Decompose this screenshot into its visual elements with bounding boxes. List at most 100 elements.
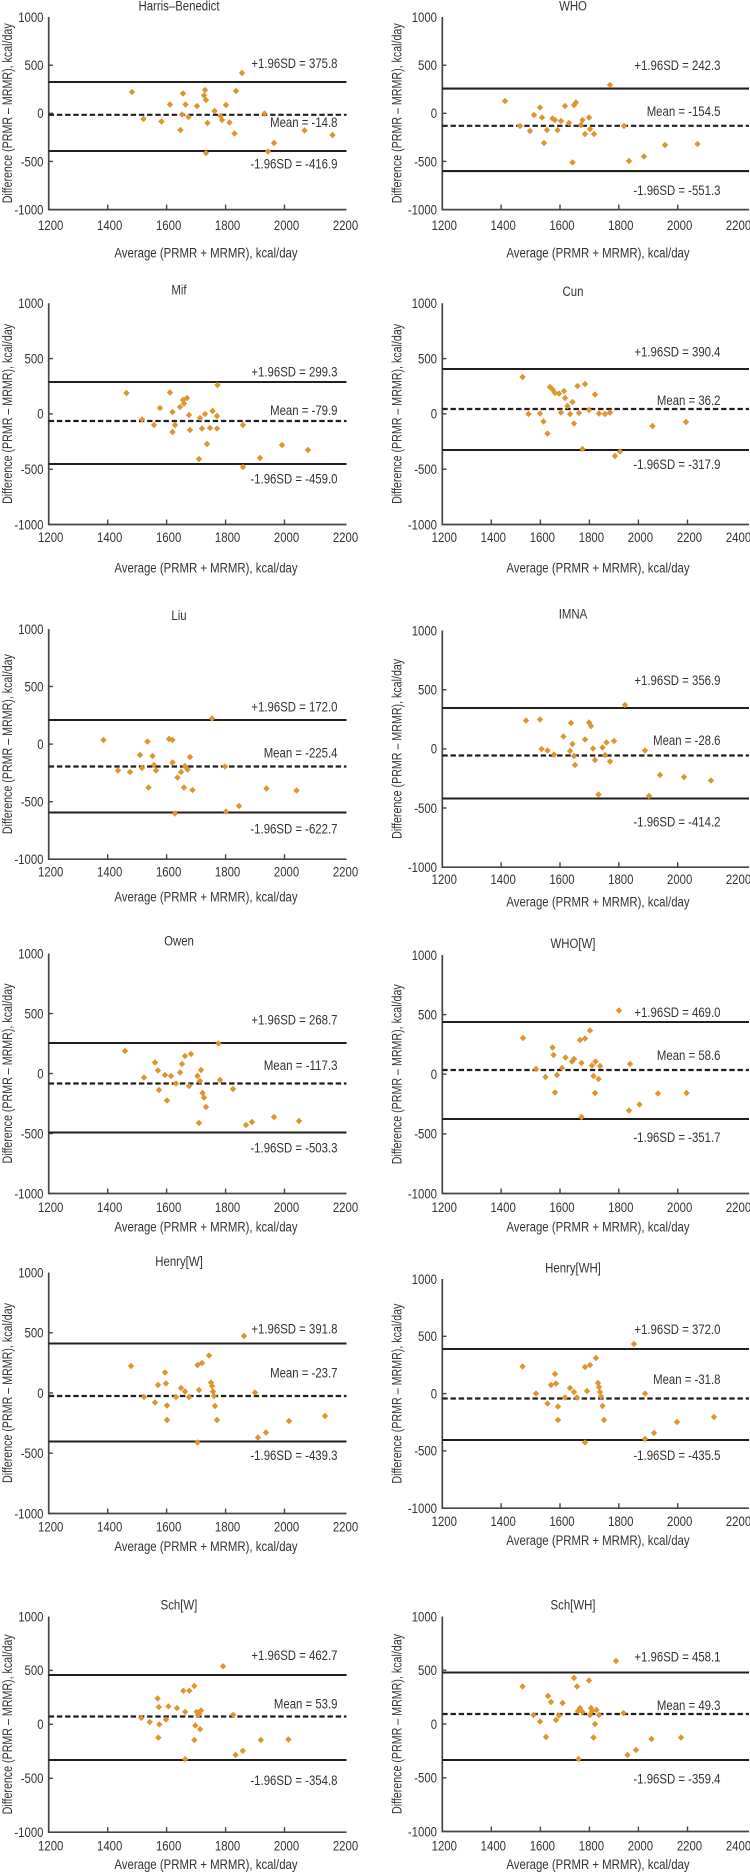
svg-text:Mean = 58.6: Mean = 58.6 [657,1048,721,1063]
svg-text:1800: 1800 [608,872,633,887]
svg-text:Mean = 36.2: Mean = 36.2 [657,393,721,408]
svg-text:1800: 1800 [579,530,604,545]
svg-text:Average (PRMR + MRMR), kcal/da: Average (PRMR + MRMR), kcal/day [506,561,689,576]
svg-text:+1.96SD = 462.7: +1.96SD = 462.7 [251,1648,337,1663]
svg-text:500: 500 [25,1663,44,1678]
svg-text:-1000: -1000 [14,517,43,532]
svg-text:-1000: -1000 [14,852,43,867]
svg-text:1000: 1000 [412,1609,437,1624]
svg-text:Average (PRMR + MRMR), kcal/da: Average (PRMR + MRMR), kcal/day [114,1857,297,1872]
svg-text:500: 500 [418,58,437,73]
svg-text:+1.96SD = 172.0: +1.96SD = 172.0 [251,699,337,714]
svg-text:1400: 1400 [97,864,122,879]
svg-text:500: 500 [25,58,44,73]
svg-text:2200: 2200 [726,1200,750,1215]
svg-text:2200: 2200 [333,1838,358,1853]
svg-text:2200: 2200 [333,864,358,879]
svg-text:1400: 1400 [490,218,515,233]
svg-text:Difference (PRMR – MRMR), kcal: Difference (PRMR – MRMR), kcal/day [390,984,405,1164]
svg-text:-500: -500 [414,1444,437,1459]
svg-text:2000: 2000 [274,1520,299,1535]
svg-text:1600: 1600 [156,530,181,545]
svg-text:1800: 1800 [579,1838,604,1853]
svg-text:Sch[W]: Sch[W] [161,1597,198,1612]
svg-text:Average (PRMR + MRMR), kcal/da: Average (PRMR + MRMR), kcal/day [114,245,297,260]
svg-text:+1.96SD = 268.7: +1.96SD = 268.7 [251,1012,337,1027]
svg-text:2000: 2000 [667,1514,692,1529]
svg-text:2000: 2000 [628,530,653,545]
svg-text:1800: 1800 [215,218,240,233]
svg-text:-1.96SD = -414.2: -1.96SD = -414.2 [633,814,720,829]
svg-text:Difference (PRMR – MRMR), kcal: Difference (PRMR – MRMR), kcal/day [390,1303,405,1483]
svg-text:2400: 2400 [726,530,750,545]
svg-text:+1.96SD = 375.8: +1.96SD = 375.8 [251,56,337,71]
svg-text:+1.96SD = 391.8: +1.96SD = 391.8 [251,1321,337,1336]
svg-text:1600: 1600 [156,1200,181,1215]
svg-text:1000: 1000 [18,10,43,25]
svg-text:-1000: -1000 [14,1825,43,1840]
svg-text:2000: 2000 [274,218,299,233]
svg-text:0: 0 [431,742,437,757]
svg-text:Mean = 53.9: Mean = 53.9 [274,1696,338,1711]
svg-text:Difference (PRMR – MRMR), kcal: Difference (PRMR – MRMR), kcal/day [0,983,15,1163]
svg-text:-500: -500 [21,1126,44,1141]
svg-text:1400: 1400 [490,1200,515,1215]
svg-text:Mean = 49.3: Mean = 49.3 [657,1698,721,1713]
svg-text:2200: 2200 [726,872,750,887]
svg-text:-1000: -1000 [408,1501,437,1516]
svg-text:0: 0 [37,1066,43,1081]
svg-text:Difference (PRMR – MRMR), kcal: Difference (PRMR – MRMR), kcal/day [0,654,15,834]
svg-text:2000: 2000 [667,218,692,233]
svg-text:1800: 1800 [608,1514,633,1529]
svg-text:1800: 1800 [215,1520,240,1535]
svg-text:-500: -500 [414,1127,437,1142]
svg-text:1400: 1400 [481,1838,506,1853]
svg-text:1000: 1000 [18,622,43,637]
svg-text:1600: 1600 [156,1520,181,1535]
svg-text:Harris–Benedict: Harris–Benedict [139,0,220,13]
svg-text:0: 0 [37,1386,43,1401]
svg-text:Cun: Cun [563,284,584,299]
svg-text:2000: 2000 [274,864,299,879]
svg-text:WHO: WHO [559,0,587,13]
svg-text:1000: 1000 [412,296,437,311]
svg-text:Difference (PRMR – MRMR), kcal: Difference (PRMR – MRMR), kcal/day [0,1634,15,1814]
svg-text:1000: 1000 [18,1609,43,1624]
svg-text:500: 500 [25,351,44,366]
svg-text:2000: 2000 [667,872,692,887]
svg-text:500: 500 [25,1006,44,1021]
svg-text:1600: 1600 [156,218,181,233]
svg-text:-1000: -1000 [408,860,437,875]
svg-text:2000: 2000 [667,1200,692,1215]
svg-text:0: 0 [431,1717,437,1732]
svg-text:Difference (PRMR – MRMR), kcal: Difference (PRMR – MRMR), kcal/day [0,23,15,203]
svg-text:Mean = -28.6: Mean = -28.6 [653,733,720,748]
svg-text:Henry[WH]: Henry[WH] [545,1261,601,1276]
svg-text:1600: 1600 [156,864,181,879]
svg-text:-1.96SD = -416.9: -1.96SD = -416.9 [250,156,337,171]
svg-text:500: 500 [418,1663,437,1678]
svg-text:-500: -500 [21,462,44,477]
svg-text:-1.96SD = -551.3: -1.96SD = -551.3 [633,183,720,198]
svg-text:Mif: Mif [171,283,186,298]
svg-text:-1000: -1000 [14,1186,43,1201]
svg-text:1600: 1600 [530,1838,555,1853]
svg-text:-1000: -1000 [408,1186,437,1201]
svg-text:+1.96SD = 469.0: +1.96SD = 469.0 [634,1005,720,1020]
svg-text:1400: 1400 [490,872,515,887]
svg-text:1000: 1000 [18,1265,43,1280]
svg-text:Difference (PRMR – MRMR), kcal: Difference (PRMR – MRMR), kcal/day [390,659,405,839]
svg-text:Average (PRMR + MRMR), kcal/da: Average (PRMR + MRMR), kcal/day [114,1539,297,1554]
svg-text:1400: 1400 [481,530,506,545]
svg-text:WHO[W]: WHO[W] [551,936,596,951]
svg-text:Owen: Owen [164,933,194,948]
svg-text:Mean = -79.9: Mean = -79.9 [270,403,337,418]
svg-text:Average (PRMR + MRMR), kcal/da: Average (PRMR + MRMR), kcal/day [114,1220,297,1235]
svg-text:-1000: -1000 [408,202,437,217]
svg-text:-1.96SD = -351.7: -1.96SD = -351.7 [633,1130,720,1145]
svg-text:Average (PRMR + MRMR), kcal/da: Average (PRMR + MRMR), kcal/day [114,561,297,576]
svg-text:0: 0 [431,1386,437,1401]
svg-text:-500: -500 [414,462,437,477]
svg-text:-1.96SD = -435.5: -1.96SD = -435.5 [633,1448,720,1463]
svg-text:0: 0 [37,737,43,752]
